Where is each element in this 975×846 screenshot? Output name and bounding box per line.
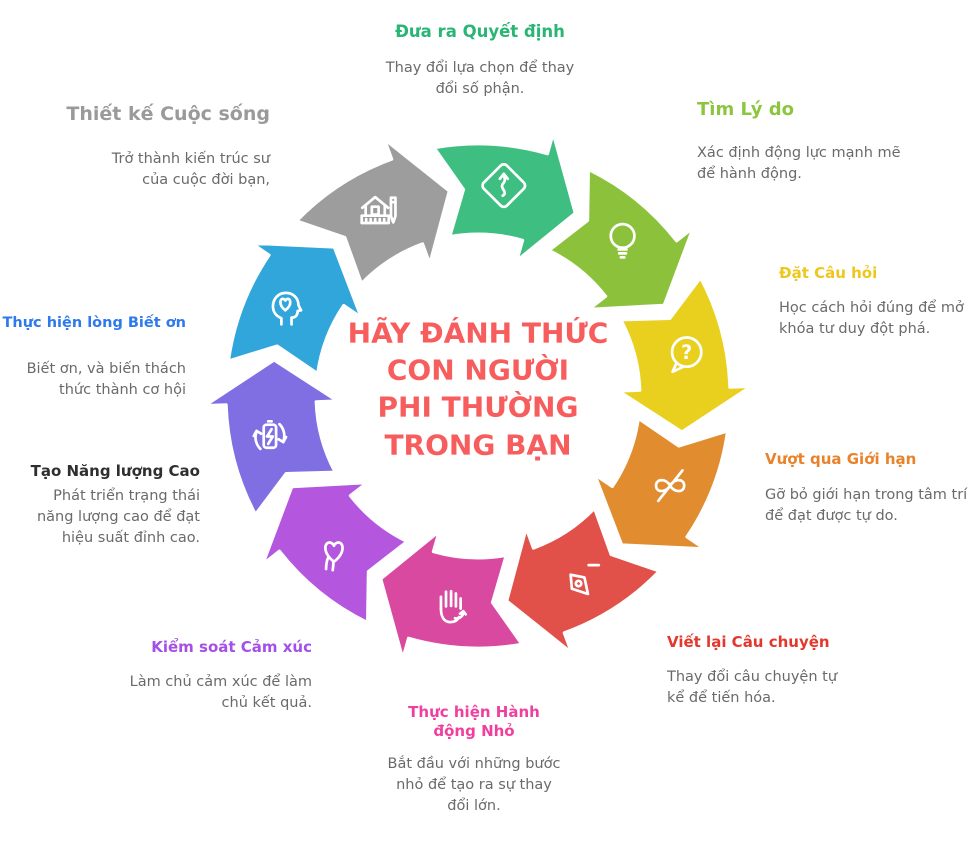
center-title-line: PHI THƯỜNG [377,391,579,424]
label-gratitude: Thực hiện lòng Biết ơn Biết ơn, và biến … [0,314,186,401]
arrow-segment-emotion [261,481,409,624]
label-question-desc: Học cách hỏi đúng để mở khóa tư duy đột … [779,299,964,337]
label-emotion: Kiểm soát Cảm xúc Làm chủ cảm xúc để làm… [120,638,312,714]
label-gratitude-desc: Biết ơn, và biến thách thức thành cơ hội [26,361,186,399]
label-energy: Tạo Năng lượng Cao Phát triển trạng thái… [14,462,200,549]
label-design-desc: Trở thành kiến trúc sư của cuộc đời bạn, [111,150,270,188]
arrow-segment-gratitude [227,241,363,375]
label-story-title: Viết lại Câu chuyện [667,633,830,651]
label-limits: Vượt qua Giới hạn Gỡ bỏ giới hạn trong t… [765,450,973,527]
label-action-desc: Bắt đầu với những bước nhỏ để tạo ra sự … [387,755,561,814]
label-limits-desc: Gỡ bỏ giới hạn trong tâm trí để đạt được… [765,486,968,524]
label-story-desc: Thay đổi câu chuyện tự kể để tiến hóa. [667,668,838,706]
center-title: HÃY ĐÁNH THỨC CON NGƯỜI PHI THƯỜNG TRONG… [348,315,609,464]
label-question-title: Đặt Câu hỏi [779,264,878,282]
label-design: Thiết kế Cuộc sống Trở thành kiến trúc s… [58,103,270,191]
center-title-line: TRONG BẠN [384,428,572,462]
center-title-line: HÃY ĐÁNH THỨC [347,316,609,350]
arrow-segment-limits [593,417,729,551]
label-story: Viết lại Câu chuyện Thay đổi câu chuyện … [667,633,897,709]
label-emotion-desc: Làm chủ cảm xúc để làm chủ kết quả. [129,673,312,711]
label-decision: Đưa ra Quyết định Thay đổi lựa chọn để t… [330,22,630,100]
label-limits-title: Vượt qua Giới hạn [765,450,917,468]
arrow-segment-decision [432,132,577,262]
label-action-title: Thực hiện Hành động Nhỏ [408,703,540,740]
label-gratitude-title: Thực hiện lòng Biết ơn [2,315,186,331]
center-title-line: CON NGƯỜI [386,353,570,387]
label-decision-title: Đưa ra Quyết định [395,22,565,41]
arrow-segment-reason [547,168,695,311]
label-reason-desc: Xác định động lực mạnh mẽ để hành động. [697,144,901,182]
label-action: Thực hiện Hành động Nhỏ Bắt đầu với nhữn… [360,703,588,817]
label-decision-desc: Thay đổi lựa chọn để thay đổi số phận. [385,59,575,97]
label-energy-desc: Phát triển trạng thái năng lượng cao để … [36,487,200,546]
label-reason: Tìm Lý do Xác định động lực mạnh mẽ để h… [697,99,932,185]
arrow-segment-story [505,507,661,654]
label-question: Đặt Câu hỏi Học cách hỏi đúng để mở khóa… [779,264,975,340]
label-reason-title: Tìm Lý do [697,99,794,120]
label-energy-title: Tạo Năng lượng Cao [30,462,200,480]
label-emotion-title: Kiểm soát Cảm xúc [151,638,312,656]
label-design-title: Thiết kế Cuộc sống [66,103,270,125]
